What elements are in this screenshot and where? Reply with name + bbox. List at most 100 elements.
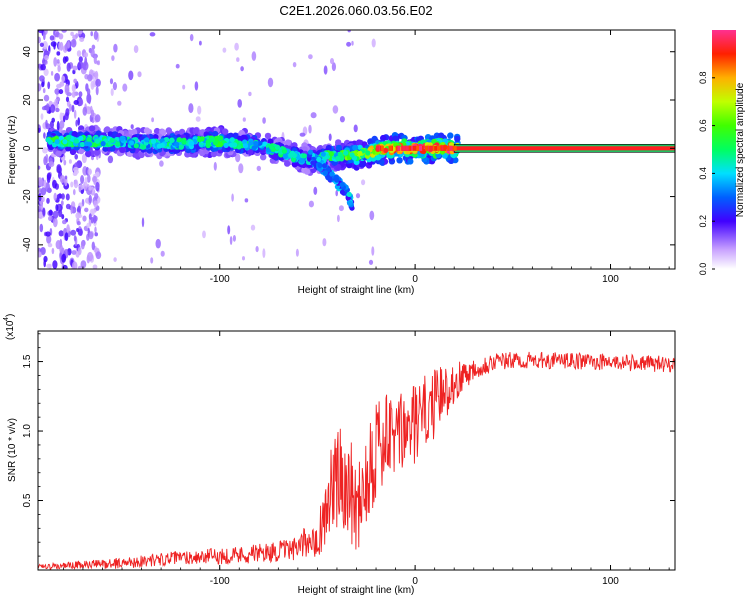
ridge-point [62, 139, 68, 145]
noise-speckle [58, 209, 63, 218]
noise-speckle [38, 177, 43, 186]
x-tick-label: 0 [412, 274, 418, 285]
ridge-point [264, 132, 272, 140]
ridge-point [156, 143, 162, 149]
noise-speckle [76, 50, 82, 57]
ridge-point [407, 158, 414, 165]
ridge-core [443, 145, 447, 151]
noise-speckle [72, 65, 78, 71]
noise-speckle [73, 169, 79, 175]
ridge-point [284, 139, 292, 146]
noise-speckle [59, 120, 65, 129]
noise-speckle [66, 92, 72, 97]
noise-speckle [93, 175, 96, 185]
branch-point [334, 177, 340, 183]
noise-speckle [63, 159, 67, 166]
ridge-point [141, 144, 147, 150]
noise-speckle [73, 78, 78, 84]
steady-band-core [454, 146, 675, 151]
branch-point [329, 171, 335, 177]
snr-multiplier-base: (x10 [5, 320, 16, 340]
noise-speckle [94, 193, 99, 200]
ridge-point [237, 135, 244, 142]
noise-speckle [62, 219, 67, 225]
noise-speckle [39, 42, 45, 47]
noise-speckle [346, 41, 352, 47]
ridge-point [268, 144, 275, 150]
noise-speckle [90, 216, 94, 224]
noise-speckle [45, 231, 51, 237]
noise-speckle [351, 40, 354, 46]
noise-speckle [347, 30, 351, 33]
noise-speckle [76, 221, 81, 226]
noise-speckle [61, 30, 67, 33]
noise-speckle [80, 260, 87, 269]
noise-speckle [90, 31, 93, 37]
noise-speckle [54, 88, 60, 95]
y-tick-label: 40 [22, 46, 33, 58]
noise-speckle [368, 259, 374, 265]
noise-speckle [95, 171, 100, 178]
noise-speckle [84, 207, 89, 213]
noise-speckle [87, 74, 93, 82]
noise-speckle [48, 209, 53, 216]
branch-point [316, 156, 322, 162]
noise-speckle [71, 84, 76, 93]
noise-speckle [48, 215, 53, 221]
noise-speckle [56, 164, 62, 172]
ridge-point [320, 151, 326, 157]
noise-speckle [77, 247, 82, 256]
noise-speckle [48, 263, 52, 269]
noise-speckle [43, 68, 49, 77]
ridge-point [290, 156, 297, 163]
noise-speckle [61, 253, 67, 263]
noise-speckle [87, 168, 92, 175]
noise-speckle [61, 75, 66, 83]
noise-speckle [73, 189, 76, 196]
noise-speckle [310, 112, 317, 119]
noise-speckle [308, 54, 313, 60]
noise-speckle [242, 256, 245, 261]
ridge-point [343, 150, 349, 156]
ridge-point [236, 144, 242, 150]
ridge-point [153, 127, 161, 135]
noise-speckle [93, 30, 99, 40]
ridge-point [217, 141, 224, 148]
noise-speckle [40, 247, 46, 255]
ridge-point [119, 135, 125, 141]
noise-speckle [64, 112, 69, 121]
noise-speckle [53, 42, 56, 50]
ridge-point [222, 128, 229, 135]
noise-speckle [67, 40, 70, 49]
noise-speckle [299, 132, 306, 137]
noise-speckle [255, 246, 259, 253]
ridge-point [85, 150, 92, 157]
ridge-core [441, 145, 445, 151]
noise-speckle [42, 207, 46, 216]
noise-speckle [88, 194, 93, 204]
noise-speckle [86, 254, 91, 264]
noise-speckle [45, 123, 51, 130]
noise-speckle [64, 232, 69, 242]
noise-speckle [77, 30, 83, 35]
spectrogram-data [38, 30, 675, 269]
noise-speckle [355, 193, 361, 199]
noise-speckle [96, 60, 99, 65]
noise-speckle [70, 38, 77, 48]
noise-speckle [70, 204, 73, 215]
noise-speckle [77, 205, 81, 213]
ridge-point [452, 156, 459, 164]
ridge-core [453, 145, 457, 151]
noise-speckle [60, 200, 64, 207]
ridge-point [87, 141, 93, 147]
noise-speckle [54, 72, 60, 82]
ridge-point [229, 137, 235, 143]
noise-speckle [94, 70, 99, 80]
x-tick-label: 100 [602, 274, 619, 285]
noise-speckle [42, 41, 48, 50]
ridge-core [428, 145, 432, 151]
noise-speckle [48, 161, 55, 168]
snr-axes: -100 0 100 0.5 1.0 1.5 [22, 331, 675, 587]
colorbar-tick-label: 0.6 [698, 119, 708, 132]
ridge-point [303, 168, 311, 175]
